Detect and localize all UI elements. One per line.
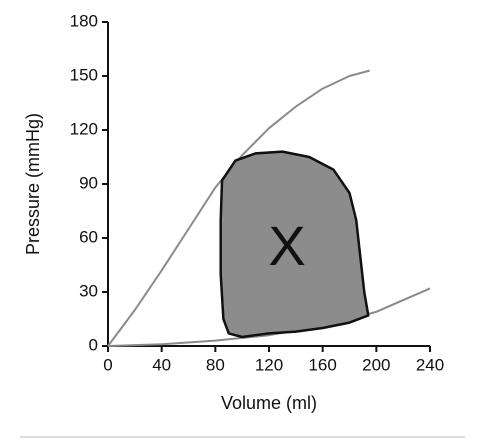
x-tick-label: 240 [416,355,444,374]
y-tick-label: 150 [70,65,98,84]
curve [107,287,431,347]
curve [107,69,370,347]
y-axis-title: Pressure (mmHg) [23,113,43,255]
x-tick-label: 120 [255,355,283,374]
x-axis-title: Volume (ml) [221,393,317,413]
y-tick-label: 180 [70,11,98,30]
x-tick-label: 200 [362,355,390,374]
y-tick-label: 60 [79,227,98,246]
pv-loop [219,150,370,339]
y-tick-label: 30 [79,281,98,300]
y-tick-label: 0 [89,335,98,354]
annotation: X [268,214,305,277]
y-tick-label: 120 [70,119,98,138]
x-tick-label: 40 [152,355,171,374]
x-tick-label: 160 [308,355,336,374]
x-tick-label: 80 [206,355,225,374]
x-tick-label: 0 [103,355,112,374]
y-tick-label: 90 [79,173,98,192]
